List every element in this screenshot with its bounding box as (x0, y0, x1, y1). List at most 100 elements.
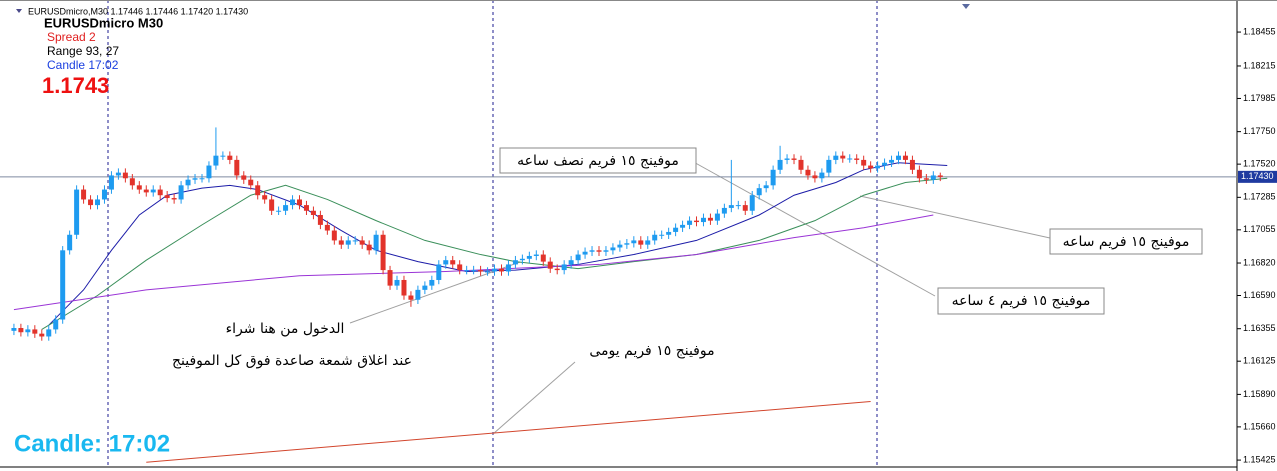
candle-body (401, 279, 407, 296)
candle-body (735, 205, 741, 207)
candle-body (290, 199, 296, 206)
y-tick-label: 1.15425 (1243, 454, 1276, 464)
connector (859, 195, 1051, 239)
candle-body (909, 159, 915, 170)
candle-body (157, 189, 163, 196)
menu-marker (16, 9, 22, 13)
candle-body (833, 155, 839, 160)
candle-body (902, 155, 908, 160)
candle-body (610, 247, 616, 251)
annotation: موفينج ١٥ فريم نصف ساعه (517, 153, 679, 169)
candle-body (276, 210, 282, 212)
y-tick-label: 1.18215 (1243, 60, 1276, 70)
candle-body (248, 179, 254, 186)
moving-average (48, 162, 948, 326)
candle-body (854, 158, 860, 160)
candle-body (547, 261, 553, 269)
candle-body (617, 244, 623, 248)
candle-body (32, 329, 38, 334)
candle-body (220, 155, 226, 157)
price-label-box (1238, 170, 1277, 183)
candle-body (791, 158, 797, 160)
connector (349, 261, 521, 324)
candle-body (937, 175, 943, 177)
candle-body (206, 165, 212, 179)
candle-body (666, 231, 672, 235)
candle-body (429, 279, 435, 286)
y-tick-label: 1.16820 (1243, 257, 1276, 267)
candle-body (164, 195, 170, 199)
candle-body (798, 159, 804, 170)
candle-body (728, 205, 734, 208)
candle-body (819, 172, 825, 179)
candle-body (415, 289, 421, 300)
candle-body (88, 199, 94, 206)
marks (0, 127, 1237, 463)
candle-body (554, 268, 560, 271)
chart-title: EURUSDmicro,M30 1.17446 1.17446 1.17420 … (28, 6, 248, 16)
annotation: الدخول من هنا شراء (226, 321, 345, 337)
y-tick-label: 1.15890 (1243, 389, 1276, 399)
y-tick-label: 1.18455 (1243, 26, 1276, 36)
candle-body (303, 205, 309, 211)
candle-body (812, 175, 818, 179)
candle-body (171, 198, 177, 200)
candle-body (296, 199, 302, 206)
candle-body (868, 165, 874, 169)
candle-body (826, 159, 832, 173)
candle-body (380, 234, 386, 271)
candle-body (930, 175, 936, 180)
candle-body (512, 260, 518, 265)
candle-body (464, 270, 470, 272)
candle-body (777, 159, 783, 170)
candle-body (227, 155, 233, 160)
candle-body (317, 214, 323, 225)
candle-body (673, 227, 679, 232)
candle-body (150, 189, 156, 193)
candle-body (645, 240, 651, 245)
spread-label: Spread 2 (47, 30, 96, 44)
moving-average (41, 177, 948, 330)
candle-body (756, 188, 762, 196)
candle-body (659, 234, 665, 236)
annotation-box (937, 287, 1105, 315)
candle-body (67, 234, 73, 251)
candle-body (624, 243, 630, 245)
candle-body (39, 333, 45, 337)
candle-body (387, 270, 393, 286)
candle-body (847, 158, 853, 160)
candle-body (81, 189, 87, 200)
candle-body (345, 240, 351, 245)
candle-body (338, 240, 344, 245)
candle-body (603, 250, 609, 252)
candle-timer-large: Candle: 17:02 (14, 430, 170, 457)
candle-body (568, 260, 574, 265)
candle-body (185, 179, 191, 186)
candle-body (707, 217, 713, 221)
candle-body (436, 264, 442, 280)
candle-body (450, 260, 456, 265)
price-label: 1.17430 (1241, 171, 1274, 181)
candle-body (889, 159, 895, 163)
candle-body (269, 199, 275, 211)
candle-body (631, 240, 637, 244)
candle-body (352, 240, 358, 242)
candle-body (18, 328, 24, 333)
candle-body (178, 185, 184, 200)
candle-body (74, 189, 80, 235)
candle-body (11, 328, 17, 331)
candle-body (192, 178, 198, 180)
candle-body (53, 319, 59, 330)
current-price: 1.1743 (42, 73, 109, 98)
candle-body (394, 279, 400, 286)
annotation-box (1049, 228, 1203, 255)
candle-body (143, 189, 149, 193)
candle-body (46, 329, 52, 337)
candle-body (471, 270, 477, 272)
candle-body (916, 169, 922, 179)
candle-body (213, 155, 219, 166)
candle-body (680, 224, 686, 228)
candle-body (331, 230, 337, 241)
candle-body (478, 270, 484, 272)
